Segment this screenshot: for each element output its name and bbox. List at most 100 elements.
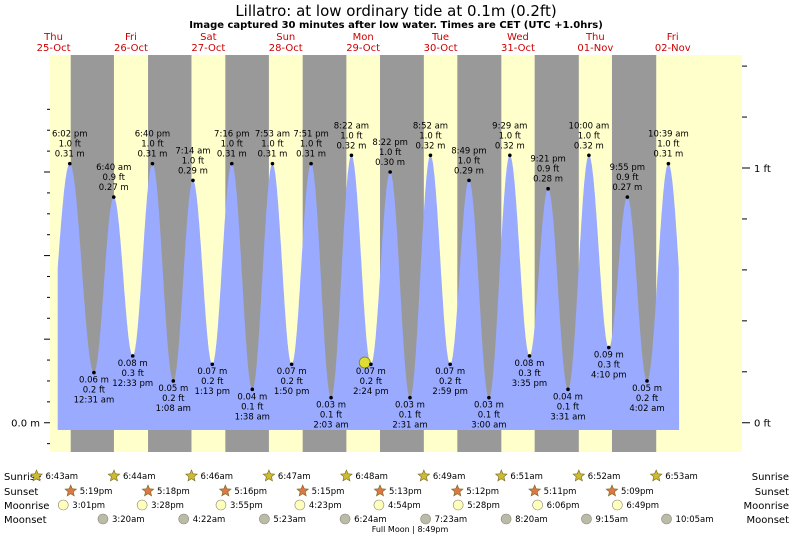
low-tide-label: 0.08 m [118, 359, 148, 369]
high-tide-label: 8:22 am [334, 121, 369, 131]
high-tide-point [191, 178, 195, 183]
low-tide-label: 1:50 pm [274, 387, 309, 397]
low-tide-label: 3:00 am [471, 421, 506, 431]
sunset-icon [218, 484, 232, 497]
low-tide-label: 0.1 ft [399, 411, 422, 421]
high-tide-label: 8:22 pm [372, 138, 407, 148]
sunset-time: 5:19pm [80, 487, 113, 497]
high-tide-point [666, 161, 671, 166]
low-tide-label: 0.03 m [474, 401, 504, 411]
high-tide-label: 6:40 pm [135, 130, 170, 140]
low-tide-point [130, 354, 135, 358]
full-moon-note: Full Moon | 8:49pm [372, 525, 449, 534]
sunrise-time: 6:51am [510, 472, 543, 482]
moonrise-icon [136, 499, 148, 511]
high-tide-point [587, 153, 591, 158]
moonset-icon [500, 513, 512, 525]
moonset-icon [661, 513, 672, 525]
astro-row-label-right: Sunset [755, 487, 789, 498]
moonset-time: 7:23am [435, 515, 468, 525]
low-tide-label: 0.1 ft [241, 402, 264, 412]
high-tide-label: 1.0 ft [300, 140, 323, 150]
high-tide-label: 9:29 am [492, 121, 527, 131]
low-tide-point [171, 379, 176, 383]
low-tide-point [527, 354, 532, 358]
high-tide-label: 0.9 ft [616, 173, 639, 183]
high-tide-label: 0.27 m [612, 183, 642, 193]
high-tide-label: 6:40 am [96, 163, 131, 173]
high-tide-label: 9:21 pm [530, 155, 565, 165]
low-tide-label: 0.2 ft [201, 377, 224, 387]
high-tide-label: 0.31 m [217, 150, 247, 160]
sunrise-icon [107, 469, 121, 482]
moonrise-icon [294, 499, 306, 511]
date-label: 01-Nov [577, 43, 613, 54]
high-tide-label: 1.0 ft [221, 140, 244, 150]
moonset-time: 10:05am [676, 515, 714, 525]
high-tide-label: 1.0 ft [141, 140, 164, 150]
moonrise-time: 6:49pm [626, 501, 659, 511]
date-label: 28-Oct [269, 43, 303, 54]
sunrise-icon [572, 469, 586, 482]
day-of-week-label: Fri [125, 32, 137, 43]
day-of-week-label: Thu [585, 32, 605, 43]
high-tide-point [428, 153, 433, 158]
high-tide-label: 1.0 ft [59, 140, 82, 150]
low-tide-label: 0.05 m [158, 384, 188, 394]
sunset-time: 5:09pm [621, 487, 654, 497]
moonset-icon [420, 513, 431, 525]
high-tide-label: 7:53 am [255, 130, 290, 140]
low-tide-label: 0.05 m [632, 384, 662, 394]
date-label: 02-Nov [655, 43, 691, 54]
moonset-time: 3:20am [112, 515, 145, 525]
astro-row-label-left: Moonrise [4, 501, 49, 512]
low-tide-label: 0.1 ft [478, 411, 501, 421]
astro-row-label-right: Moonset [747, 515, 790, 526]
moonrise-icon [532, 499, 543, 511]
day-of-week-label: Wed [507, 32, 529, 43]
high-tide-point [625, 195, 630, 199]
low-tide-label: 3:35 pm [512, 379, 547, 389]
astro-row-label-left: Sunset [4, 487, 38, 498]
moonrise-icon [612, 499, 623, 511]
sunset-icon [64, 484, 78, 497]
sunset-time: 5:16pm [234, 487, 267, 497]
moonrise-time: 5:28pm [467, 501, 500, 511]
high-tide-label: 1.0 ft [261, 140, 284, 150]
sunset-icon [450, 484, 464, 497]
sunset-icon [141, 484, 155, 497]
sunset-icon [528, 484, 542, 497]
high-tide-label: 0.31 m [55, 150, 85, 160]
high-tide-label: 0.32 m [495, 141, 525, 151]
high-tide-label: 1.0 ft [578, 131, 601, 141]
low-tide-label: 0.07 m [197, 367, 227, 377]
low-tide-label: 4:10 pm [591, 371, 626, 381]
high-tide-label: 9:55 pm [610, 163, 645, 173]
low-tide-point [210, 362, 215, 367]
low-tide-point [329, 395, 333, 400]
sunrise-icon [494, 469, 508, 482]
low-tide-point [369, 362, 373, 367]
low-tide-label: 0.04 m [553, 392, 583, 402]
chart-subtitle: Image captured 30 minutes after low wate… [189, 20, 603, 31]
low-tide-label: 0.2 ft [280, 377, 303, 387]
moonrise-icon [57, 499, 69, 511]
sunset-time: 5:15pm [312, 487, 345, 497]
sunset-time: 5:11pm [544, 487, 577, 497]
high-tide-label: 1.0 ft [499, 131, 522, 141]
high-tide-point [67, 161, 72, 166]
sunset-icon [373, 484, 387, 497]
low-tide-point [408, 395, 412, 400]
low-tide-point [250, 387, 255, 392]
astro-row-label-left: Sunrise [4, 472, 41, 483]
low-tide-label: 0.2 ft [162, 394, 185, 404]
high-tide-label: 0.32 m [574, 141, 604, 151]
day-of-week-label: Fri [667, 32, 679, 43]
high-tide-label: 1.0 ft [340, 131, 363, 141]
low-tide-label: 2:31 am [392, 421, 427, 431]
low-tide-label: 2:59 pm [432, 387, 467, 397]
moonset-icon [178, 513, 190, 525]
sunrise-time: 6:43am [46, 472, 79, 482]
low-tide-label: 0.1 ft [557, 402, 580, 412]
